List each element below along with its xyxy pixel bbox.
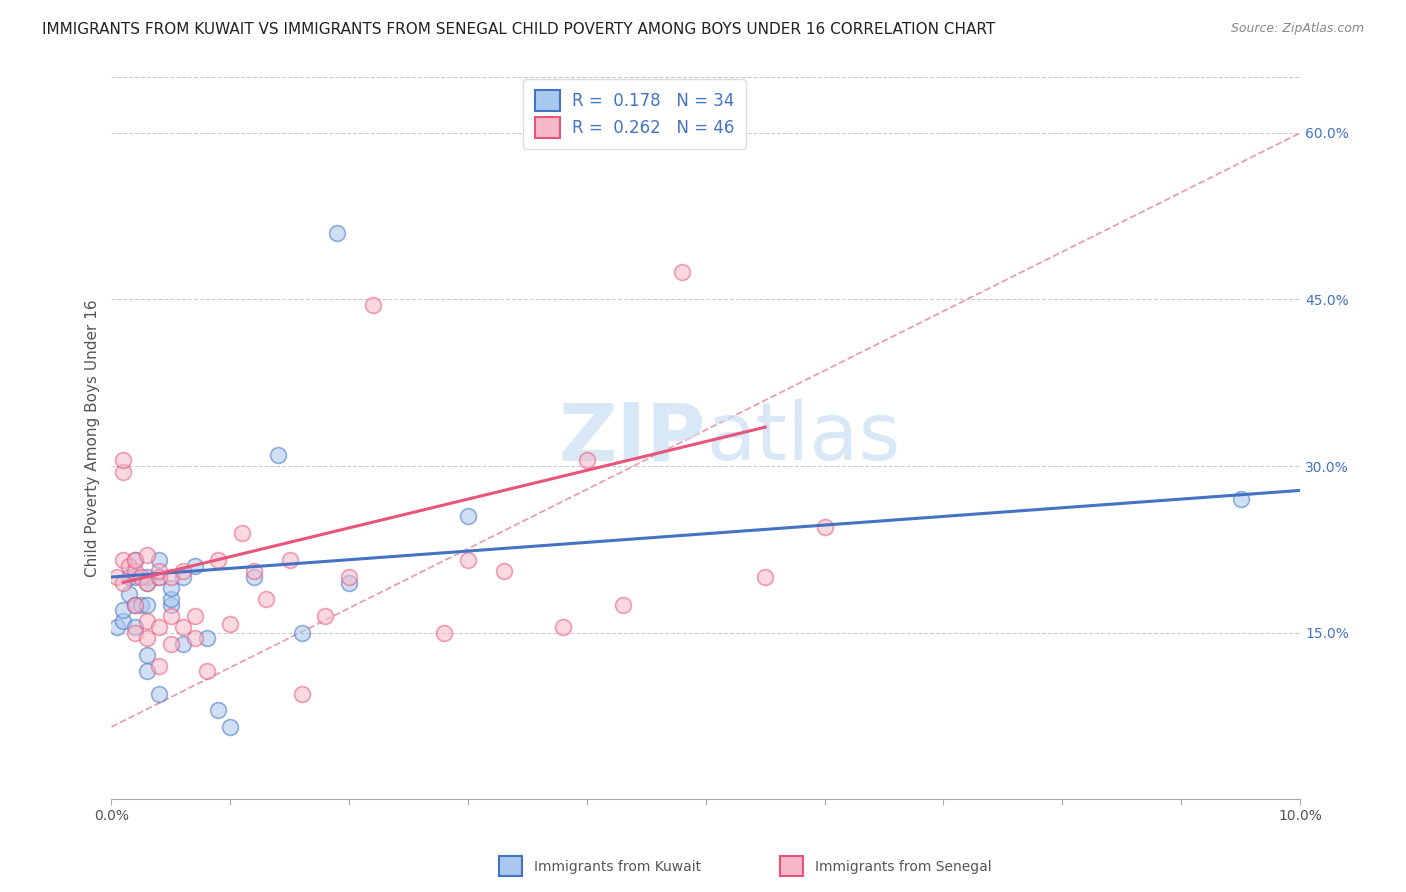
- Point: [612, 598, 634, 612]
- Text: atlas: atlas: [706, 400, 900, 477]
- Point: [754, 570, 776, 584]
- Point: [457, 508, 479, 523]
- Point: [129, 598, 152, 612]
- Point: [124, 570, 146, 584]
- Point: [136, 570, 159, 584]
- Point: [361, 298, 384, 312]
- Point: [219, 616, 242, 631]
- Point: [267, 448, 290, 462]
- Point: [136, 665, 159, 679]
- Point: [118, 587, 141, 601]
- Point: [160, 570, 183, 584]
- Point: [112, 453, 135, 467]
- Point: [112, 603, 135, 617]
- Text: Immigrants from Senegal: Immigrants from Senegal: [815, 860, 993, 874]
- Y-axis label: Child Poverty Among Boys Under 16: Child Poverty Among Boys Under 16: [86, 300, 100, 577]
- Point: [337, 575, 360, 590]
- Text: Source: ZipAtlas.com: Source: ZipAtlas.com: [1230, 22, 1364, 36]
- Point: [148, 687, 170, 701]
- Point: [575, 453, 598, 467]
- Point: [183, 558, 205, 573]
- Point: [124, 598, 146, 612]
- Point: [118, 570, 141, 584]
- Point: [1229, 492, 1251, 507]
- Point: [172, 637, 194, 651]
- Point: [112, 553, 135, 567]
- Point: [124, 598, 146, 612]
- Text: IMMIGRANTS FROM KUWAIT VS IMMIGRANTS FROM SENEGAL CHILD POVERTY AMONG BOYS UNDER: IMMIGRANTS FROM KUWAIT VS IMMIGRANTS FRO…: [42, 22, 995, 37]
- Point: [136, 598, 159, 612]
- Point: [671, 265, 693, 279]
- Point: [136, 631, 159, 645]
- Point: [105, 620, 128, 634]
- Point: [813, 520, 835, 534]
- Text: Immigrants from Kuwait: Immigrants from Kuwait: [534, 860, 702, 874]
- Point: [136, 648, 159, 662]
- Point: [243, 565, 266, 579]
- Point: [136, 615, 159, 629]
- Point: [148, 658, 170, 673]
- Point: [160, 581, 183, 595]
- Point: [112, 615, 135, 629]
- Point: [195, 631, 218, 645]
- Point: [278, 553, 301, 567]
- Point: [160, 637, 183, 651]
- Point: [291, 687, 314, 701]
- Point: [118, 558, 141, 573]
- Point: [148, 553, 170, 567]
- Point: [160, 592, 183, 607]
- Point: [433, 625, 456, 640]
- Point: [314, 608, 336, 623]
- Point: [148, 570, 170, 584]
- Point: [457, 553, 479, 567]
- Point: [136, 575, 159, 590]
- Point: [195, 665, 218, 679]
- Point: [136, 575, 159, 590]
- Point: [172, 570, 194, 584]
- Point: [160, 598, 183, 612]
- Point: [231, 525, 253, 540]
- Point: [291, 625, 314, 640]
- Point: [148, 565, 170, 579]
- Point: [172, 620, 194, 634]
- Point: [124, 553, 146, 567]
- Point: [183, 631, 205, 645]
- Point: [183, 608, 205, 623]
- Legend: R =  0.178   N = 34, R =  0.262   N = 46: R = 0.178 N = 34, R = 0.262 N = 46: [523, 78, 745, 149]
- Point: [124, 620, 146, 634]
- Point: [160, 608, 183, 623]
- Point: [124, 553, 146, 567]
- Point: [148, 570, 170, 584]
- Point: [112, 465, 135, 479]
- Point: [207, 703, 229, 717]
- Point: [337, 570, 360, 584]
- Point: [243, 570, 266, 584]
- Point: [148, 620, 170, 634]
- Point: [172, 565, 194, 579]
- Point: [326, 226, 349, 240]
- Text: ZIP: ZIP: [558, 400, 706, 477]
- Point: [124, 565, 146, 579]
- Point: [124, 625, 146, 640]
- Point: [207, 553, 229, 567]
- Point: [553, 620, 575, 634]
- Point: [112, 575, 135, 590]
- Point: [254, 592, 277, 607]
- Point: [129, 570, 152, 584]
- Point: [105, 570, 128, 584]
- Point: [492, 565, 515, 579]
- Point: [219, 720, 242, 734]
- Point: [136, 548, 159, 562]
